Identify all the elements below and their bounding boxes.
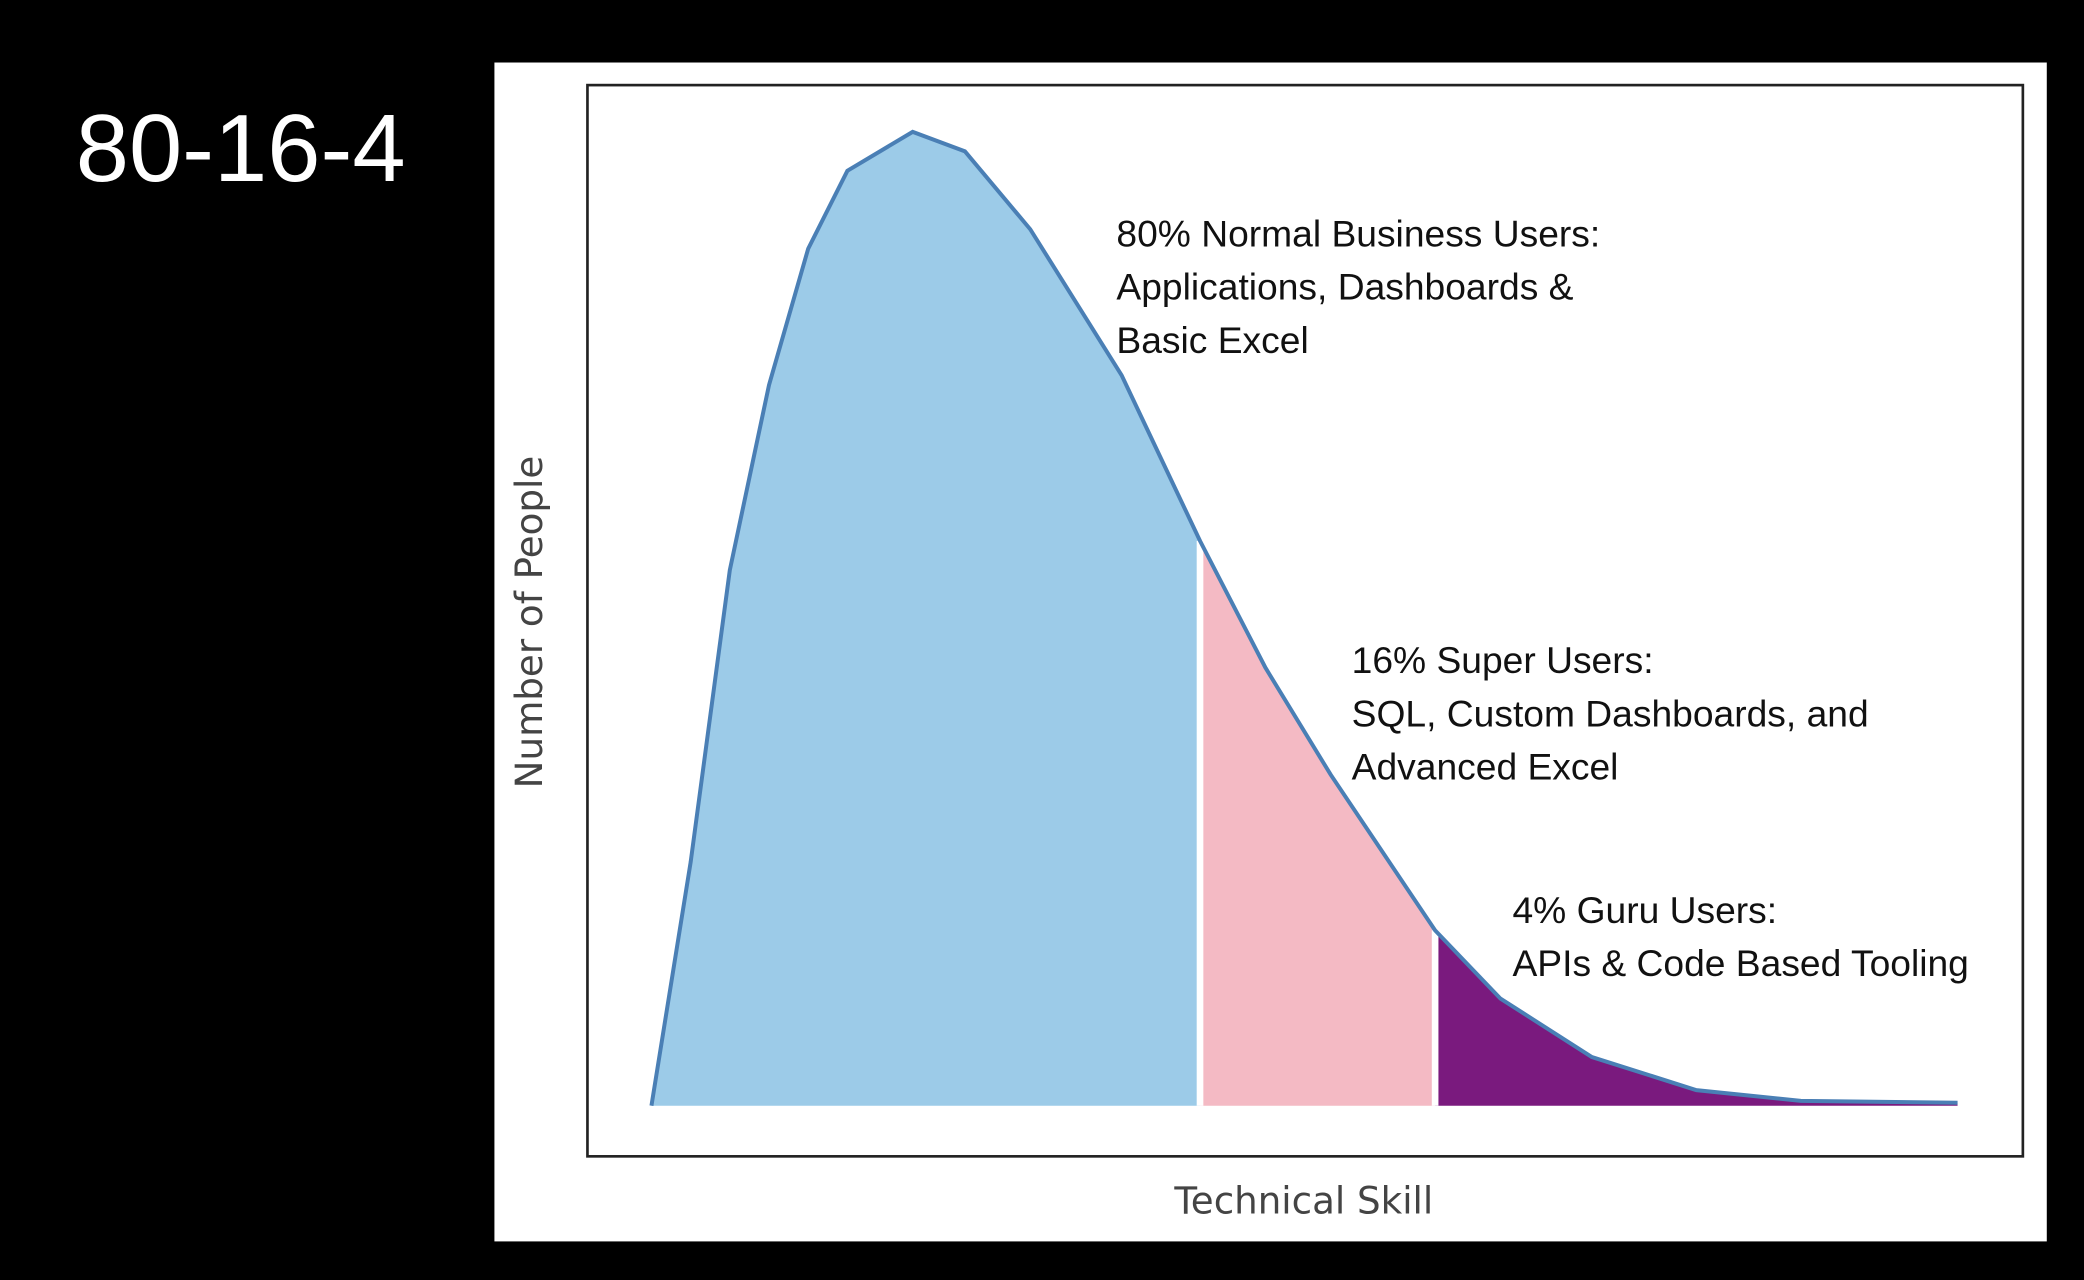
region — [651, 131, 1201, 1106]
plot-frame — [586, 83, 2025, 1158]
annotation-line: Basic Excel — [1116, 319, 1308, 361]
region — [1200, 540, 1436, 1106]
annotations: 80% Normal Business Users: Applications, … — [1116, 212, 1968, 984]
annotation-line: 16% Super Users: — [1352, 639, 1654, 681]
plot — [649, 129, 1958, 1107]
annotation-line: 4% Guru Users: — [1512, 889, 1777, 931]
annotation-line: Applications, Dashboards & — [1116, 266, 1573, 308]
annotation-line: APIs & Code Based Tooling — [1512, 942, 1968, 984]
region — [1435, 930, 1958, 1106]
slide-title: 80-16-4 — [76, 95, 406, 202]
y-axis-label: Number of People — [507, 456, 551, 789]
curve — [649, 129, 1958, 1107]
x-axis-label: Technical Skill — [1173, 1178, 1433, 1222]
annotation-line: 80% Normal Business Users: — [1116, 212, 1600, 254]
annotation-line: SQL, Custom Dashboards, and — [1352, 692, 1869, 734]
annotation-line: Advanced Excel — [1352, 745, 1619, 787]
